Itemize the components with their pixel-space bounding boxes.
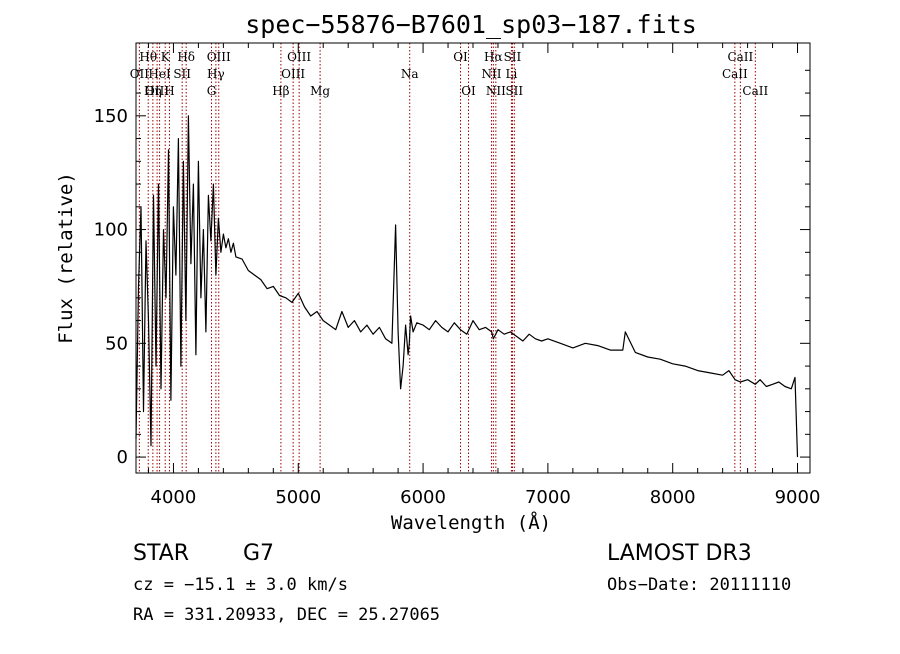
spectral-line-label: K <box>161 50 171 64</box>
y-tick-label: 0 <box>117 447 128 468</box>
survey-name: LAMOST DR3 <box>607 541 752 566</box>
spectral-line-label: Hδ <box>177 50 195 64</box>
observation-date: Obs−Date: 20111110 <box>607 575 791 595</box>
coordinates: RA = 331.20933, DEC = 25.27065 <box>133 605 440 625</box>
spectral-line-label: SII <box>504 50 522 64</box>
spectral-line-label: CaII <box>727 50 753 64</box>
spectral-line-label: SII <box>173 67 191 81</box>
spectral-line-label: OI <box>461 84 476 98</box>
x-tick-label: 8000 <box>650 487 696 508</box>
spectral-line-label: Li <box>506 67 518 81</box>
redshift-velocity: cz = −15.1 ± 3.0 km/s <box>133 575 348 595</box>
y-axis-ticks: 0 50 100 150 <box>94 69 810 468</box>
spectral-line-label: SII <box>505 84 523 98</box>
spectral-line-label: CaII <box>742 84 768 98</box>
y-axis-label: Flux (relative) <box>55 172 77 344</box>
spectral-line-label: Hη <box>144 84 162 98</box>
x-tick-label: 9000 <box>775 487 821 508</box>
object-class: STAR <box>133 541 189 566</box>
spectrum-series-line <box>135 115 799 458</box>
object-subclass: G7 <box>243 541 274 566</box>
spectral-line-label: NII <box>481 67 501 81</box>
spectral-line-label: OI <box>453 50 468 64</box>
x-tick-label: 5000 <box>275 487 321 508</box>
spectral-line-label: NII <box>486 84 506 98</box>
spectral-line-markers <box>138 43 756 473</box>
x-tick-label: 4000 <box>151 487 197 508</box>
chart-title: spec−55876−B7601_sp03−187.fits <box>245 10 697 39</box>
x-axis-ticks: 4000 5000 6000 7000 8000 9000 <box>147 43 821 508</box>
y-tick-label: 100 <box>94 220 128 241</box>
spectral-line-label: Hγ <box>207 67 225 81</box>
spectral-line-label: Hθ <box>139 50 157 64</box>
plot-frame <box>135 42 811 474</box>
spectral-line-label: Na <box>401 67 419 81</box>
spectral-line-label: G <box>207 84 217 98</box>
spectral-line-label: OIII <box>287 50 311 64</box>
spectral-line-label: CaII <box>722 67 748 81</box>
x-tick-label: 7000 <box>525 487 571 508</box>
y-tick-label: 50 <box>105 333 128 354</box>
spectral-line-label: OIII <box>281 67 305 81</box>
spectral-line-label: H <box>164 84 174 98</box>
spectral-line-label: OIII <box>207 50 231 64</box>
x-tick-label: 6000 <box>400 487 446 508</box>
x-axis-label: Wavelength (Å) <box>391 511 551 534</box>
spectral-line-label: Hβ <box>272 84 289 98</box>
spectral-line-label: HeI <box>148 67 171 81</box>
spectral-line-label: OIII <box>145 84 169 98</box>
y-tick-label: 150 <box>94 106 128 127</box>
spectral-line-label: Hα <box>484 50 503 64</box>
spectral-line-label: OII <box>130 67 150 81</box>
spectral-line-label: Mg <box>310 84 330 98</box>
